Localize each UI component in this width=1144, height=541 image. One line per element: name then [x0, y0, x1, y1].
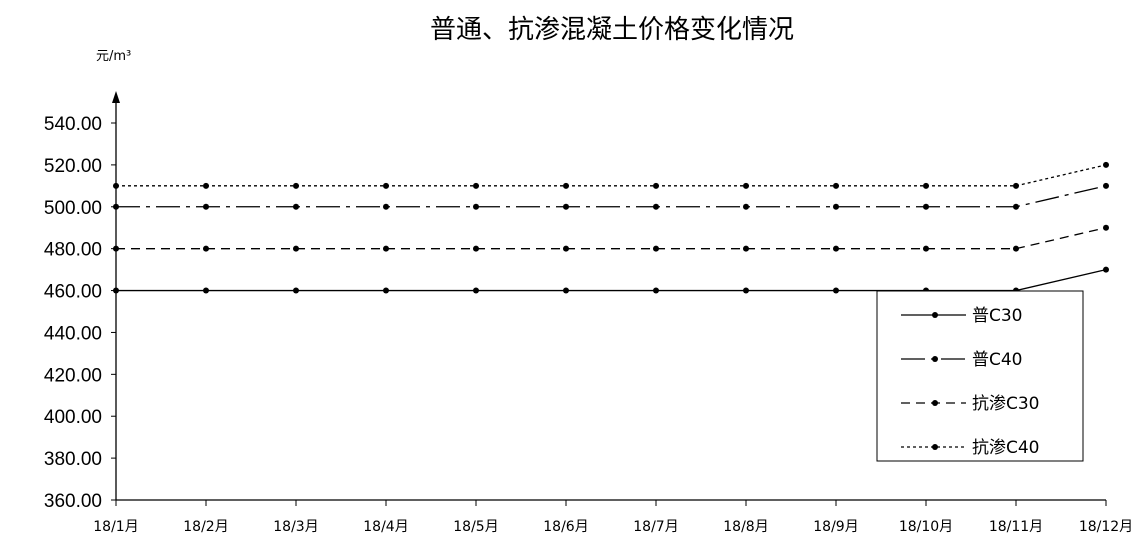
y-tick-label: 440.00 [44, 323, 102, 344]
data-point [203, 203, 209, 210]
x-tick-label: 18/1月 [93, 519, 138, 535]
data-point [743, 182, 749, 189]
x-tick-label: 18/10月 [899, 519, 953, 535]
series-line [116, 268, 1107, 292]
series-group [113, 161, 1109, 294]
data-point [653, 245, 659, 252]
series-3 [113, 224, 1109, 252]
x-ticks: 18/1月 18/2月 18/3月 18/4月 18/5月 18/6月 18/7月 18/8月… [93, 500, 1133, 535]
y-tick-label: 380.00 [44, 449, 102, 470]
data-point [113, 245, 119, 252]
series-1 [113, 266, 1109, 294]
x-tick-label: 18/4月 [363, 519, 408, 535]
data-point [383, 182, 389, 189]
data-point [563, 203, 569, 210]
legend-box [876, 290, 1084, 462]
data-point [203, 287, 209, 294]
series-line [116, 185, 1107, 208]
legend-marker [932, 444, 938, 450]
legend-label: 普C30 [972, 306, 1023, 326]
data-point [563, 182, 569, 189]
data-point [293, 245, 299, 252]
y-axis-arrow [112, 91, 120, 103]
series-line [116, 164, 1107, 187]
legend-marker [932, 312, 938, 318]
data-point [203, 182, 209, 189]
data-point [383, 245, 389, 252]
x-tick-label: 18/11月 [989, 519, 1043, 535]
legend: 普C30 普C40 抗渗C30 抗渗C40 [876, 290, 1084, 462]
y-tick-label: 460.00 [44, 282, 102, 303]
data-point [923, 203, 929, 210]
data-point [833, 287, 839, 294]
data-point [293, 182, 299, 189]
data-point [383, 203, 389, 210]
x-tick-label: 18/6月 [543, 519, 588, 535]
data-point [1013, 203, 1019, 210]
x-tick-label: 18/12月 [1079, 519, 1133, 535]
chart-title: 普通、抗渗混凝土价格变化情况 [430, 15, 794, 45]
data-point [383, 287, 389, 294]
legend-item: 普C30 [901, 306, 1023, 326]
y-tick-label: 480.00 [44, 240, 102, 261]
data-point [113, 182, 119, 189]
y-tick-label: 520.00 [44, 156, 102, 177]
legend-item: 抗渗C30 [901, 394, 1040, 414]
y-tick-label: 540.00 [44, 114, 102, 135]
x-tick-label: 18/8月 [723, 519, 768, 535]
data-point [923, 245, 929, 252]
data-point [563, 287, 569, 294]
data-point [653, 203, 659, 210]
data-point [113, 203, 119, 210]
data-point [833, 203, 839, 210]
data-point [1103, 224, 1109, 231]
data-point [473, 182, 479, 189]
data-point [653, 287, 659, 294]
data-point [833, 245, 839, 252]
y-tick-label: 400.00 [44, 407, 102, 428]
series-4 [113, 161, 1109, 189]
x-tick-label: 18/2月 [183, 519, 228, 535]
data-point [653, 182, 659, 189]
data-point [293, 287, 299, 294]
y-tick-label: 420.00 [44, 365, 102, 386]
legend-label: 抗渗C30 [972, 394, 1040, 414]
data-point [113, 287, 119, 294]
data-point [833, 182, 839, 189]
data-point [1103, 266, 1109, 273]
data-point [1103, 161, 1109, 168]
data-point [473, 203, 479, 210]
y-axis-unit: 元/m³ [96, 49, 131, 64]
legend-item: 抗渗C40 [901, 438, 1040, 458]
x-tick-label: 18/3月 [273, 519, 318, 535]
series-line [116, 227, 1107, 250]
legend-label: 普C40 [972, 350, 1023, 370]
data-point [743, 203, 749, 210]
data-point [1013, 245, 1019, 252]
data-point [743, 245, 749, 252]
data-point [473, 245, 479, 252]
x-tick-label: 18/9月 [813, 519, 858, 535]
legend-item: 普C40 [901, 350, 1023, 370]
y-tick-label: 360.00 [44, 491, 102, 512]
legend-marker [932, 400, 938, 406]
legend-marker [932, 356, 938, 362]
series-2 [113, 182, 1109, 210]
legend-label: 抗渗C40 [972, 438, 1040, 458]
data-point [743, 287, 749, 294]
data-point [563, 245, 569, 252]
data-point [203, 245, 209, 252]
y-tick-label: 500.00 [44, 198, 102, 219]
data-point [1103, 182, 1109, 189]
axes [112, 91, 1106, 501]
data-point [473, 287, 479, 294]
x-tick-label: 18/5月 [453, 519, 498, 535]
x-tick-label: 18/7月 [633, 519, 678, 535]
data-point [923, 182, 929, 189]
data-point [1013, 182, 1019, 189]
data-point [293, 203, 299, 210]
y-ticks: 360.00 380.00 400.00 420.00 440.00 460.00 480.… [44, 114, 116, 512]
